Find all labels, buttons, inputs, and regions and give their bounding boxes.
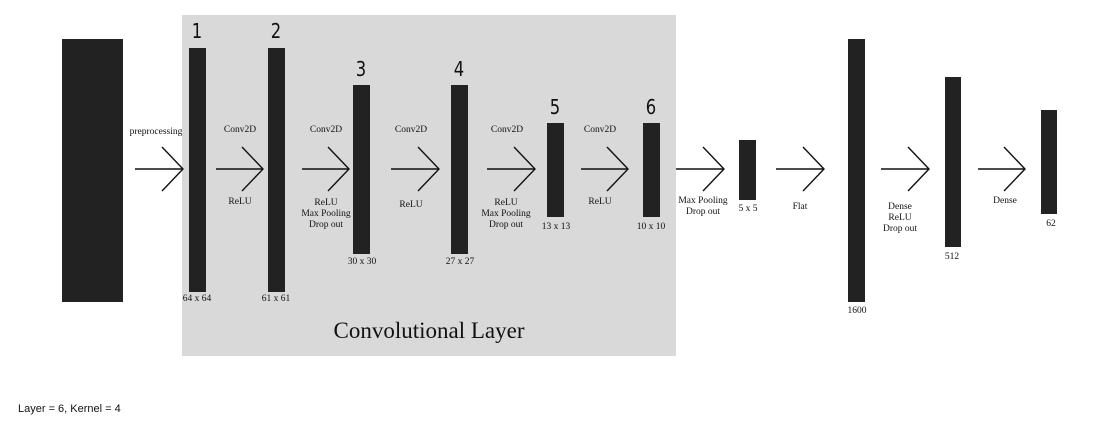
dense-1-bar	[945, 77, 961, 247]
label-conv2-bottom: ReLU Max Pooling Drop out	[301, 198, 351, 230]
label-conv4-bottom: ReLU Max Pooling Drop out	[481, 198, 531, 230]
size-l1: 64 x 64	[182, 294, 212, 304]
layer-number-4: 4	[453, 57, 465, 81]
layer-6-bar	[643, 123, 660, 217]
size-l6: 10 x 10	[636, 222, 666, 232]
size-pooled: 5 x 5	[738, 204, 758, 214]
size-dense2: 62	[1046, 219, 1056, 229]
label-conv1-top: Conv2D	[223, 125, 257, 135]
size-l5: 13 x 13	[541, 222, 571, 232]
label-dense2: Dense	[993, 196, 1017, 206]
layer-number-6: 6	[645, 95, 657, 119]
label-conv5-top: Conv2D	[583, 125, 617, 135]
arrow-conv3	[391, 146, 440, 192]
flat-bar	[848, 39, 865, 302]
arrow-conv2	[302, 146, 350, 192]
dense-2-bar	[1041, 110, 1057, 214]
label-conv2-top: Conv2D	[309, 125, 343, 135]
footer-note: Layer = 6, Kernel = 4	[18, 403, 121, 415]
size-flat: 1600	[847, 306, 867, 316]
arrow-preprocessing	[135, 146, 184, 192]
label-flat: Flat	[792, 202, 808, 212]
label-conv5-bottom: ReLU	[588, 197, 612, 207]
label-conv4-top: Conv2D	[490, 125, 524, 135]
arrow-pool	[676, 146, 725, 192]
size-dense1: 512	[944, 252, 960, 262]
label-preprocessing: preprocessing	[129, 127, 183, 137]
convolutional-layer-title: Convolutional Layer	[333, 318, 525, 343]
arrow-dense1	[881, 146, 930, 192]
layer-4-bar	[451, 85, 468, 254]
size-l2: 61 x 61	[261, 294, 291, 304]
arrow-dense2	[978, 146, 1026, 192]
layer-number-5: 5	[549, 95, 561, 119]
label-conv3-bottom: ReLU	[399, 200, 423, 210]
arrow-flat	[776, 146, 825, 192]
layer-number-1: 1	[191, 19, 203, 43]
input-image-block	[62, 39, 123, 302]
label-conv1-bottom: ReLU	[228, 197, 252, 207]
layer-5-bar	[547, 123, 564, 217]
arrow-conv1	[216, 146, 264, 192]
convolutional-layer-panel	[182, 15, 676, 356]
layer-3-bar	[353, 85, 370, 254]
arrow-conv4	[487, 146, 536, 192]
layer-number-3: 3	[355, 57, 367, 81]
layer-number-2: 2	[270, 19, 282, 43]
layer-2-bar	[268, 48, 285, 292]
arrow-conv5	[581, 146, 629, 192]
size-l4: 27 x 27	[445, 257, 475, 267]
label-pool: Max Pooling Drop out	[678, 196, 728, 217]
pooled-bar	[739, 140, 756, 200]
size-l3: 30 x 30	[347, 257, 377, 267]
layer-1-bar	[189, 48, 206, 292]
label-conv3-top: Conv2D	[394, 125, 428, 135]
label-dense1: Dense ReLU Drop out	[882, 202, 918, 234]
